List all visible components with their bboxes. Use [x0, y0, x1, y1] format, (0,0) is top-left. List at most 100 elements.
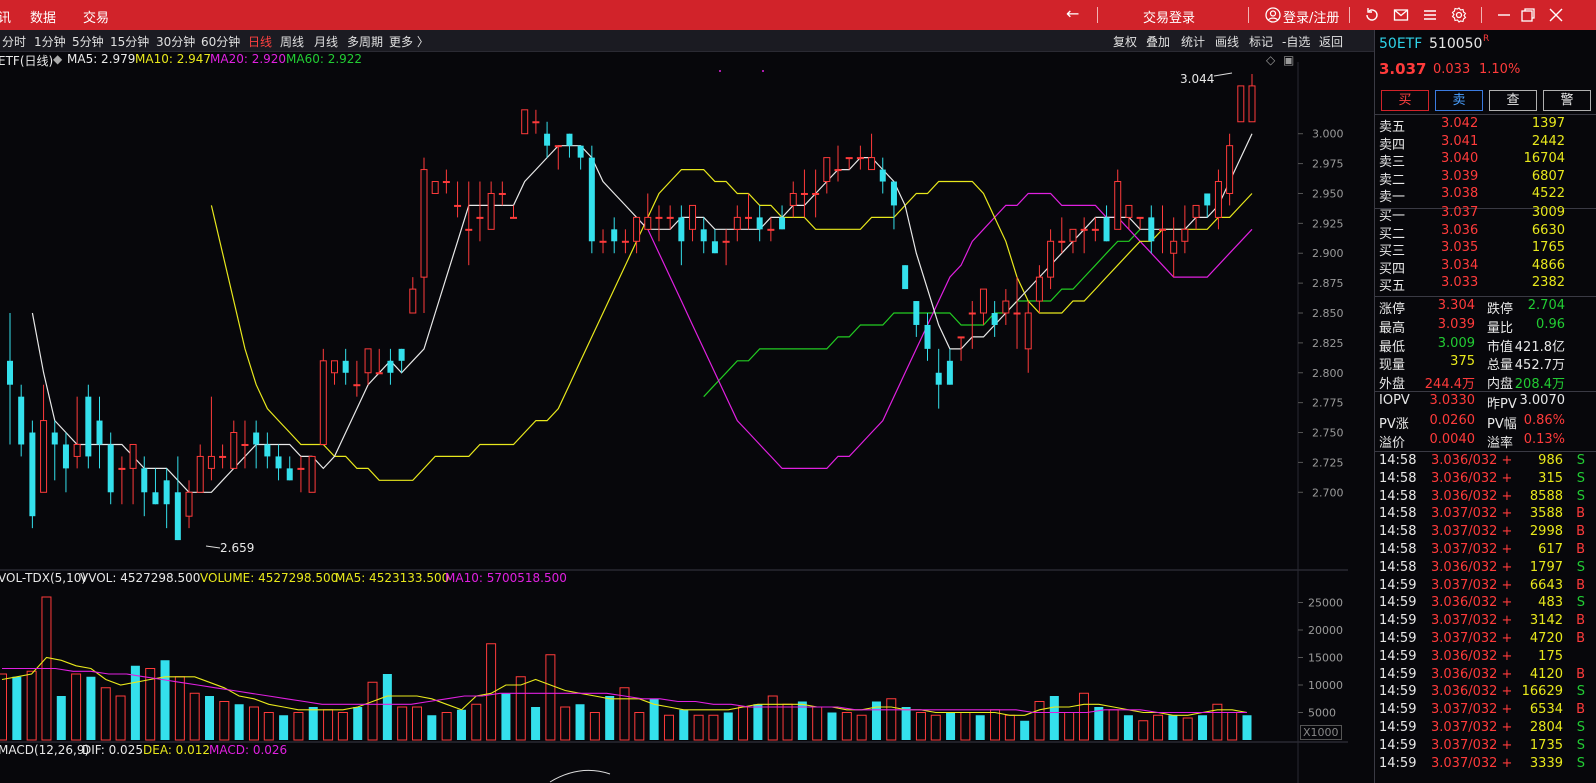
price-change: 0.033	[1433, 62, 1471, 77]
candle-body	[1114, 181, 1122, 230]
vol-bar	[308, 707, 318, 740]
stat-label: 现量	[1379, 358, 1406, 374]
divider	[1097, 7, 1098, 23]
tick-price: 3.037/032 +	[1431, 737, 1513, 753]
candle-body	[599, 240, 607, 243]
period-tab-60min[interactable]: 60分钟	[201, 35, 241, 49]
tool-stats[interactable]: 统计	[1181, 35, 1206, 49]
tick-row: 14:58 3.036/032 + 986 S	[1375, 453, 1596, 471]
period-tab-monthly[interactable]: 月线	[314, 35, 339, 49]
vol-y-tick-label: 25000	[1308, 597, 1343, 610]
candle-body	[85, 396, 92, 457]
candle-body	[264, 444, 271, 457]
period-tab-daily[interactable]: 日线	[248, 35, 273, 49]
buy-button[interactable]: 买	[1381, 90, 1429, 111]
bid-level-label: 买四	[1379, 261, 1406, 277]
vol-bar	[234, 704, 244, 740]
candle-body	[487, 192, 495, 230]
tool-draw[interactable]: 画线	[1215, 35, 1240, 49]
tool-overlay[interactable]: 叠加	[1146, 35, 1171, 49]
candle-body	[73, 443, 81, 457]
iopv-label: PV涨	[1379, 416, 1409, 432]
tick-row: 14:59 3.037/032 + 2804 S	[1375, 720, 1596, 738]
list-icon[interactable]	[1422, 7, 1438, 27]
alert-button[interactable]: 警	[1543, 90, 1591, 111]
window-icon[interactable]: ▣	[1283, 53, 1295, 67]
tick-price: 3.037/032 +	[1431, 631, 1513, 646]
vol-bar	[248, 706, 259, 741]
stat-row: 外盘 244.4万 内盘 208.4万	[1375, 373, 1596, 393]
menu-item-partial[interactable]: 讯	[0, 11, 12, 26]
y-tick-label: 2.700	[1312, 486, 1344, 499]
trade-login-button[interactable]: 交易登录	[1143, 11, 1196, 26]
tool-back[interactable]: 返回	[1319, 35, 1344, 49]
y-tick-label: 2.800	[1312, 367, 1344, 380]
candle-body	[1103, 217, 1110, 242]
back-arrow-icon[interactable]: ←	[1066, 4, 1080, 23]
tick-time: 14:59	[1379, 595, 1417, 611]
candle-body	[913, 301, 920, 325]
candle-body	[230, 432, 238, 469]
refresh-icon[interactable]	[1364, 7, 1380, 27]
period-tab-1min[interactable]: 1分钟	[34, 35, 66, 49]
kline-chart-svg[interactable]: 3.000 2.975 2.950 2.925 2.900 2.875 2.850 2.825…	[0, 52, 1374, 783]
vol-ma5-line	[1, 656, 1248, 716]
vol-bar	[531, 707, 541, 740]
vol-bar	[1227, 712, 1238, 741]
tick-time: 14:59	[1379, 684, 1417, 700]
bid-volume: 2382	[1531, 275, 1565, 291]
user-icon[interactable]	[1265, 7, 1281, 27]
candle-body	[364, 348, 372, 374]
ask-level-label: 卖二	[1379, 172, 1406, 188]
diamond-icon[interactable]: ◇	[1266, 53, 1276, 67]
period-tab-multi[interactable]: 多周期	[347, 35, 384, 49]
minimize-icon[interactable]	[1496, 7, 1512, 27]
indicator-toggle-icon[interactable]: ◆	[53, 52, 63, 66]
tick-time: 14:59	[1379, 577, 1417, 593]
vol-bar	[26, 670, 37, 741]
vol-bar	[486, 643, 497, 741]
menu-item-trade[interactable]: 交易	[83, 11, 110, 26]
query-button[interactable]: 查	[1489, 90, 1537, 111]
vol-bar	[545, 654, 556, 741]
period-tab-15min[interactable]: 15分钟	[110, 35, 150, 49]
tick-volume: 2998	[1529, 524, 1563, 540]
tick-volume: 6643	[1529, 577, 1563, 593]
tool-mark[interactable]: 标记	[1249, 35, 1274, 49]
tool-adjust[interactable]: 复权	[1113, 35, 1138, 49]
vol-bar	[1004, 714, 1015, 741]
stat-label: 内盘	[1487, 377, 1514, 393]
period-tab-more[interactable]: 更多 〉	[389, 35, 429, 49]
period-tab-timeshare[interactable]: 分时	[2, 35, 27, 49]
period-tab-30min[interactable]: 30分钟	[156, 35, 196, 49]
menu-item-data[interactable]: 数据	[30, 11, 57, 26]
tool-watchlist[interactable]: -自选	[1282, 35, 1311, 49]
close-icon[interactable]	[1548, 7, 1564, 27]
tick-side: B	[1576, 702, 1585, 718]
mail-icon[interactable]	[1393, 7, 1409, 27]
candle-body	[476, 216, 484, 219]
vol-bar	[130, 665, 140, 740]
tick-time: 14:58	[1379, 559, 1417, 575]
login-register-button[interactable]: 登录/注册	[1283, 11, 1340, 26]
vol-bar	[679, 709, 689, 740]
vol-bar	[471, 703, 482, 741]
sell-button[interactable]: 卖	[1435, 90, 1483, 111]
tick-price: 3.037/032 +	[1431, 613, 1513, 629]
tick-time: 14:59	[1379, 666, 1417, 682]
chart-area[interactable]: 3.000 2.975 2.950 2.925 2.900 2.875 2.850 2.825…	[0, 52, 1374, 783]
restore-icon[interactable]	[1520, 7, 1536, 27]
period-tab-weekly[interactable]: 周线	[280, 35, 305, 49]
candle-body	[1136, 216, 1144, 219]
candle-body	[308, 455, 316, 493]
bid-row: 买四 3.034 4866	[1375, 258, 1596, 277]
r-mark: R	[1483, 34, 1490, 44]
candle-body	[722, 240, 730, 243]
gear-icon[interactable]	[1451, 7, 1467, 27]
stat-row: 最高 3.039 量比 0.96	[1375, 317, 1596, 336]
period-tab-5min[interactable]: 5分钟	[72, 35, 104, 49]
vol-bar	[441, 712, 452, 741]
tick-price: 3.036/032 +	[1431, 684, 1513, 700]
vol-bar	[634, 712, 645, 741]
tick-side: B	[1576, 524, 1585, 540]
